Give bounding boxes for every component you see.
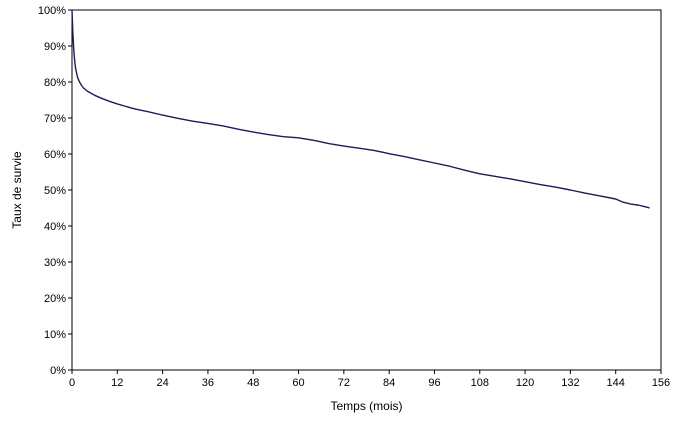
x-tick-label: 132 <box>561 377 579 389</box>
x-tick-label: 24 <box>156 377 168 389</box>
y-tick-label: 40% <box>44 221 66 233</box>
x-tick-label: 0 <box>69 377 75 389</box>
x-tick-label: 36 <box>202 377 214 389</box>
x-tick-label: 72 <box>338 377 350 389</box>
y-tick-label: 90% <box>44 41 66 53</box>
x-axis-title: Temps (mois) <box>330 399 402 413</box>
x-tick-label: 60 <box>292 377 304 389</box>
y-tick-label: 30% <box>44 257 66 269</box>
survival-curve <box>71 9 650 209</box>
y-tick-label: 70% <box>44 113 66 125</box>
y-tick-label: 50% <box>44 185 66 197</box>
x-tick-label: 144 <box>607 377 625 389</box>
y-tick-label: 10% <box>44 329 66 341</box>
x-tick-label: 48 <box>247 377 259 389</box>
y-tick-label: 60% <box>44 149 66 161</box>
ticks-layer: 0% 10% 20% 30% 40% 50% 60% 70% 80% 90% 100% 0 12 24 36… <box>38 5 670 389</box>
series-layer <box>71 9 650 209</box>
x-tick-label: 84 <box>383 377 395 389</box>
y-tick-label: 100% <box>38 5 66 17</box>
x-tick-label: 156 <box>652 377 670 389</box>
y-tick-label: 80% <box>44 77 66 89</box>
x-tick-label: 108 <box>471 377 489 389</box>
x-tick-label: 120 <box>516 377 534 389</box>
x-tick-label: 12 <box>111 377 123 389</box>
x-tick-label: 96 <box>428 377 440 389</box>
y-axis-title: Taux de survie <box>10 151 24 229</box>
y-tick-label: 20% <box>44 293 66 305</box>
y-tick-label: 0% <box>50 365 66 377</box>
